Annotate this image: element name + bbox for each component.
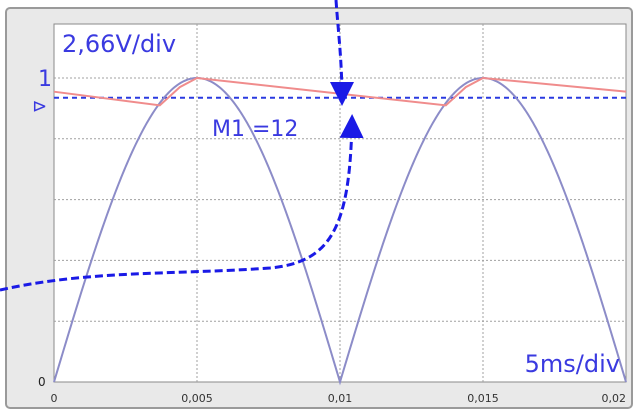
series-group xyxy=(53,76,627,386)
grid-lines xyxy=(54,24,626,382)
axis-ticks: 0 0,005 0,01 0,015 0,02 xyxy=(51,392,627,405)
x-tick-label: 0,01 xyxy=(328,392,353,405)
x-tick-label: 0,02 xyxy=(602,392,627,405)
annotation-arrow-down xyxy=(329,0,354,106)
x-tick-label: 0,015 xyxy=(467,392,499,405)
time-scale-label: 5ms/div xyxy=(525,350,620,378)
marker-symbol: ⊳ xyxy=(32,96,47,117)
marker-value-label: M1 =12 xyxy=(212,117,298,142)
y-tick-label-zero: 0 xyxy=(38,375,46,389)
annotation-arrow-up xyxy=(0,114,364,292)
x-tick-label: 0 xyxy=(51,392,58,405)
volt-scale-label: 2,66V/div xyxy=(62,30,176,58)
y-tick-label-one: 1 xyxy=(38,67,52,92)
capacitor-ripple-series xyxy=(53,76,627,107)
x-tick-label: 0,005 xyxy=(181,392,213,405)
rectified-sine-series xyxy=(53,76,627,386)
